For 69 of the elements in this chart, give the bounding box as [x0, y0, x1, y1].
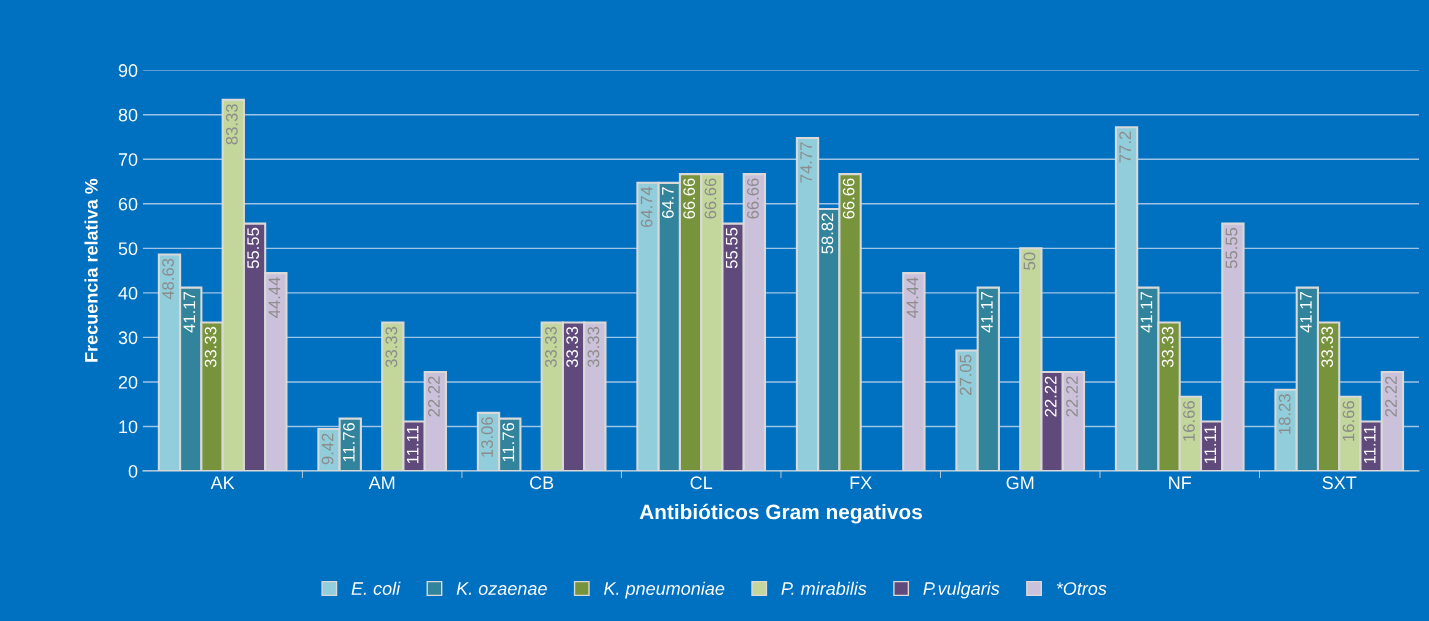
data-label: 16.66 — [1342, 401, 1355, 441]
data-label: 33.33 — [544, 326, 557, 368]
data-label: 22.22 — [428, 376, 440, 417]
legend-label: P.vulgaris — [923, 581, 1000, 599]
data-label: 16.66 — [1183, 401, 1195, 441]
x-tick-label: GM — [1006, 476, 1034, 490]
x-tick-label: CB — [530, 476, 554, 490]
y-tick-label: 60 — [118, 197, 138, 211]
y-tick-label: 50 — [118, 242, 138, 256]
data-label: 64.74 — [640, 186, 653, 228]
data-label: 44.44 — [268, 277, 281, 318]
legend-label: K. ozaenae — [456, 582, 547, 595]
data-label: 66.66 — [704, 178, 717, 219]
y-tick-label: 0 — [128, 464, 138, 478]
x-tick-label: AK — [210, 476, 235, 489]
data-label: 33.33 — [1161, 326, 1174, 368]
data-label: 41.17 — [1140, 292, 1153, 333]
y-tick-label: 90 — [118, 64, 138, 77]
data-label: 55.55 — [1225, 227, 1238, 269]
data-label: 11.11 — [1363, 425, 1376, 464]
legend-label: P. mirabilis — [781, 581, 867, 595]
x-axis-title: Antibióticos Gram negativos — [639, 503, 922, 524]
data-label: 33.33 — [587, 326, 600, 368]
x-tick-label: SXT — [1322, 476, 1357, 490]
x-tick-label: FX — [850, 476, 872, 489]
data-label: 22.22 — [1385, 376, 1397, 417]
data-label: 55.55 — [247, 227, 260, 269]
data-label: 66.66 — [842, 178, 855, 219]
data-label: 11.76 — [502, 422, 515, 462]
data-label: 11.11 — [1204, 425, 1216, 464]
data-label: 44.44 — [906, 277, 919, 318]
data-label: 58.82 — [821, 213, 834, 254]
data-label: 18.23 — [1278, 394, 1291, 434]
data-label: 27.05 — [959, 354, 972, 395]
data-label: 66.66 — [747, 178, 759, 219]
y-tick-label: 40 — [118, 286, 138, 300]
data-label: 41.17 — [981, 292, 993, 333]
data-label: 74.77 — [800, 142, 812, 183]
y-tick-label: 80 — [118, 108, 138, 122]
x-tick-label: AM — [368, 476, 395, 489]
data-label: 33.33 — [204, 326, 217, 368]
data-label: 48.63 — [162, 258, 174, 300]
legend-label: *Otros — [1056, 582, 1107, 595]
legend-label: E. coli — [351, 581, 401, 595]
data-label: 83.33 — [225, 104, 238, 145]
data-label: 41.17 — [1300, 292, 1312, 333]
data-label: 33.33 — [385, 326, 398, 368]
data-label: 50 — [1023, 252, 1036, 270]
data-label: 33.33 — [566, 326, 579, 368]
x-tick-label: CL — [690, 476, 713, 490]
data-label: 41.17 — [183, 292, 196, 333]
data-label: 64.7 — [661, 187, 674, 219]
y-tick-label: 30 — [118, 331, 138, 345]
y-tick-label: 10 — [119, 420, 138, 434]
data-label: 22.22 — [1044, 376, 1057, 417]
data-label: 9.42 — [321, 433, 334, 465]
x-tick-label: NF — [1169, 476, 1192, 489]
y-axis-title: Frecuencia relativa % — [84, 178, 98, 362]
y-tick-label: 20 — [118, 375, 138, 389]
data-label: 11.76 — [342, 422, 355, 462]
data-label: 22.22 — [1066, 376, 1078, 417]
data-label: 11.11 — [406, 425, 419, 464]
data-label: 66.66 — [683, 178, 696, 219]
y-tick-label: 70 — [118, 153, 138, 166]
legend-label: K. pneumoniae — [604, 581, 725, 599]
data-label: 13.06 — [481, 417, 493, 457]
data-label: 55.55 — [725, 227, 738, 269]
data-label: 77.2 — [1119, 131, 1131, 163]
data-label: 33.33 — [1321, 326, 1334, 368]
